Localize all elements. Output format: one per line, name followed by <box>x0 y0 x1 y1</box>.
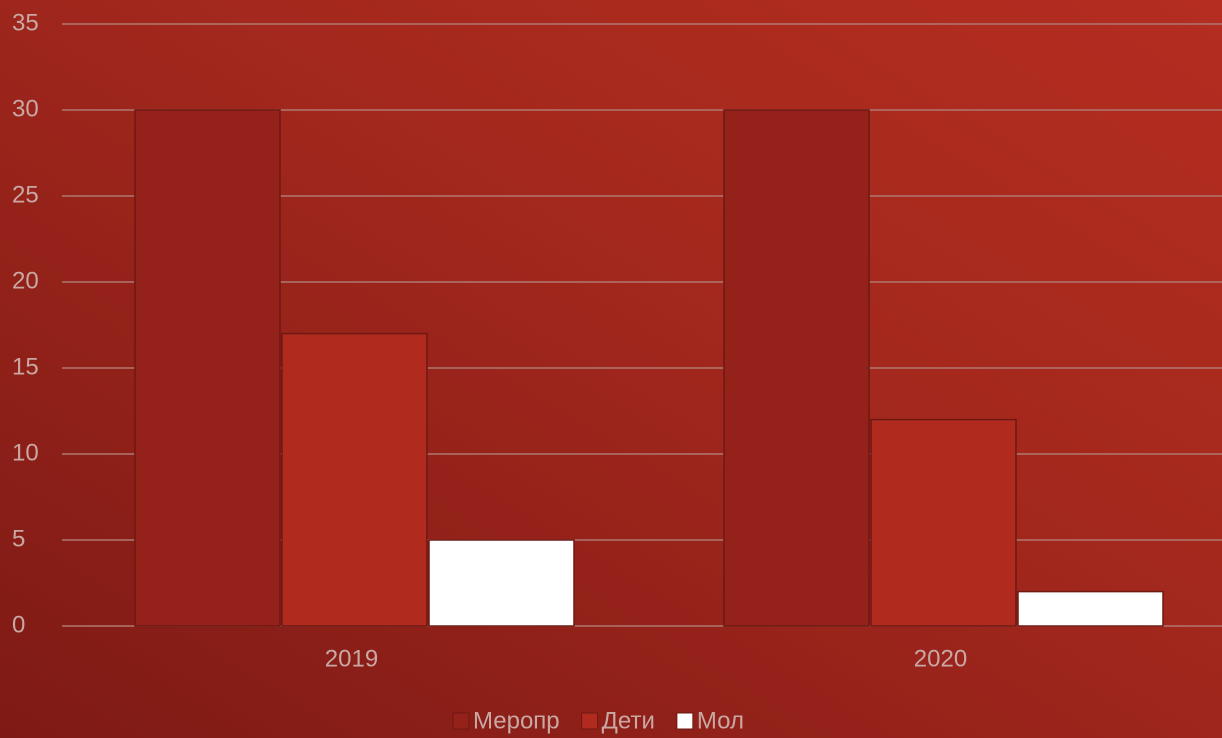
legend-swatch <box>452 712 470 730</box>
y-tick-label: 5 <box>12 525 25 552</box>
y-tick-label: 30 <box>12 95 39 122</box>
bar <box>428 539 575 627</box>
bar <box>281 332 428 627</box>
legend-label: Мол <box>697 707 744 734</box>
y-tick-label: 25 <box>12 181 39 208</box>
x-tick-label: 2020 <box>914 645 967 672</box>
legend-swatch <box>676 712 694 730</box>
bar <box>870 418 1017 627</box>
y-tick-label: 10 <box>12 439 39 466</box>
x-tick-label: 2019 <box>325 645 378 672</box>
legend-label: Меропр <box>473 707 560 734</box>
bar <box>134 109 281 627</box>
y-tick-label: 20 <box>12 267 39 294</box>
legend-label: Дети <box>602 707 655 734</box>
legend-swatch <box>581 712 599 730</box>
y-tick-label: 15 <box>12 353 39 380</box>
y-tick-label: 0 <box>12 611 25 638</box>
bar <box>1017 590 1164 627</box>
y-tick-label: 35 <box>12 9 39 36</box>
bar <box>723 109 870 627</box>
legend: Меропр Дети Мол <box>452 707 744 734</box>
